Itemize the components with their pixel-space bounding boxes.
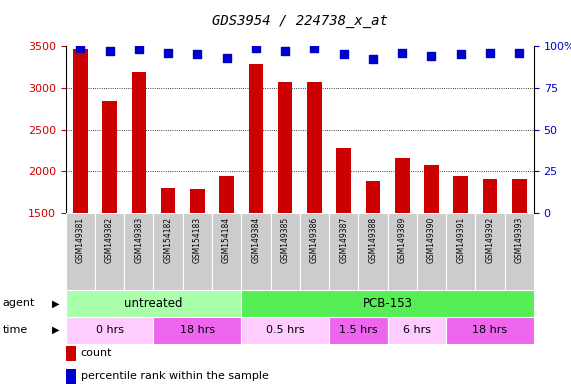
Point <box>397 50 407 56</box>
Text: GSM149392: GSM149392 <box>485 217 494 263</box>
Bar <box>95 213 124 290</box>
Bar <box>446 317 534 344</box>
Bar <box>395 159 409 213</box>
Text: GSM149387: GSM149387 <box>339 217 348 263</box>
Text: GSM149382: GSM149382 <box>105 217 114 263</box>
Text: 6 hrs: 6 hrs <box>403 325 431 335</box>
Point <box>485 50 494 56</box>
Point <box>222 55 231 61</box>
Bar <box>307 83 321 213</box>
Point <box>134 46 143 53</box>
Bar <box>388 317 446 344</box>
Text: 0 hrs: 0 hrs <box>95 325 123 335</box>
Bar <box>329 317 388 344</box>
Point <box>163 50 172 56</box>
Bar <box>190 189 204 213</box>
Bar <box>482 179 497 213</box>
Point <box>105 48 114 54</box>
Point <box>280 48 289 54</box>
Text: GSM149393: GSM149393 <box>514 217 524 263</box>
Bar <box>446 213 475 290</box>
Text: GSM149391: GSM149391 <box>456 217 465 263</box>
Bar <box>183 213 212 290</box>
Bar <box>248 64 263 213</box>
Point <box>368 56 377 63</box>
Text: 18 hrs: 18 hrs <box>180 325 215 335</box>
Point <box>193 51 202 58</box>
Text: GSM154182: GSM154182 <box>163 217 172 263</box>
Bar <box>512 179 526 213</box>
Bar <box>278 83 292 213</box>
Point <box>456 51 465 58</box>
Text: agent: agent <box>3 298 35 308</box>
Point <box>514 50 524 56</box>
Bar <box>124 213 154 290</box>
Bar <box>424 165 439 213</box>
Bar <box>73 49 87 213</box>
Text: GSM149381: GSM149381 <box>76 217 85 263</box>
Bar <box>505 213 534 290</box>
Text: untreated: untreated <box>124 297 183 310</box>
Text: GDS3954 / 224738_x_at: GDS3954 / 224738_x_at <box>212 14 388 28</box>
Bar <box>417 213 446 290</box>
Point <box>251 45 260 51</box>
Text: GSM149390: GSM149390 <box>427 217 436 263</box>
Text: GSM149384: GSM149384 <box>251 217 260 263</box>
Text: count: count <box>81 348 112 358</box>
Bar <box>388 213 417 290</box>
Bar <box>66 213 95 290</box>
Bar <box>219 176 234 213</box>
Text: GSM149388: GSM149388 <box>368 217 377 263</box>
Text: GSM149389: GSM149389 <box>397 217 407 263</box>
Text: GSM149385: GSM149385 <box>280 217 289 263</box>
Bar <box>154 213 183 290</box>
Bar <box>212 213 241 290</box>
Point <box>310 45 319 51</box>
Point <box>339 51 348 58</box>
Bar <box>241 213 271 290</box>
Text: 1.5 hrs: 1.5 hrs <box>339 325 377 335</box>
Bar <box>359 213 388 290</box>
Text: GSM154184: GSM154184 <box>222 217 231 263</box>
Bar <box>241 290 534 317</box>
Bar <box>329 213 359 290</box>
Bar <box>66 290 241 317</box>
Text: time: time <box>3 325 28 335</box>
Bar <box>475 213 505 290</box>
Text: ▶: ▶ <box>53 298 60 308</box>
Text: 0.5 hrs: 0.5 hrs <box>266 325 304 335</box>
Text: 18 hrs: 18 hrs <box>472 325 508 335</box>
Text: percentile rank within the sample: percentile rank within the sample <box>81 371 268 381</box>
Text: GSM154183: GSM154183 <box>193 217 202 263</box>
Bar <box>66 317 154 344</box>
Point <box>76 45 85 51</box>
Bar <box>453 175 468 213</box>
Bar <box>271 213 300 290</box>
Bar <box>300 213 329 290</box>
Text: GSM149383: GSM149383 <box>134 217 143 263</box>
Bar <box>131 73 146 213</box>
Bar <box>241 317 329 344</box>
Point <box>427 53 436 59</box>
Bar <box>102 101 117 213</box>
Bar <box>161 188 175 213</box>
Text: GSM149386: GSM149386 <box>310 217 319 263</box>
Bar <box>154 317 241 344</box>
Bar <box>336 148 351 213</box>
Text: PCB-153: PCB-153 <box>363 297 413 310</box>
Bar <box>365 180 380 213</box>
Text: ▶: ▶ <box>53 325 60 335</box>
